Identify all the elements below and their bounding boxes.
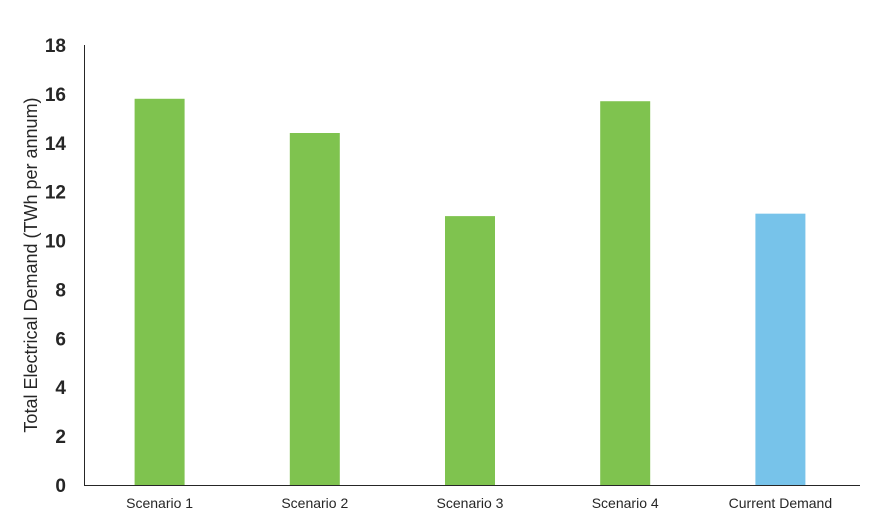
- y-tick-label: 8: [55, 280, 66, 301]
- y-tick-label: 10: [45, 232, 66, 253]
- y-tick-label: 0: [55, 476, 66, 497]
- y-tick-label: 6: [55, 329, 66, 350]
- x-tick-label: Scenario 3: [437, 495, 504, 511]
- x-tick-label: Scenario 1: [126, 495, 193, 511]
- y-tick-label: 18: [45, 36, 66, 57]
- y-tick-label: 2: [55, 427, 66, 448]
- bar-scenario-3: [445, 216, 495, 485]
- bar-scenario-2: [289, 133, 340, 485]
- y-tick-label: 16: [45, 85, 66, 106]
- y-axis-ticks: 0 2 4 6 8 10 12 14 16 18: [45, 36, 67, 497]
- bar-scenario-1: [134, 98, 185, 486]
- y-axis-label: Total Electrical Demand (TWh per annum): [21, 97, 41, 432]
- x-tick-label: Scenario 4: [592, 495, 659, 511]
- y-tick-label: 4: [55, 378, 66, 399]
- bar-scenario-4: [600, 101, 651, 485]
- y-tick-label: 14: [45, 134, 67, 155]
- bars: [134, 98, 806, 486]
- x-axis-ticks: Scenario 1 Scenario 2 Scenario 3 Scenario 4…: [126, 495, 832, 511]
- y-tick-label: 12: [45, 183, 66, 204]
- x-tick-label: Current Demand: [729, 495, 833, 511]
- bar-current-demand: [755, 213, 806, 485]
- x-tick-label: Scenario 2: [281, 495, 348, 511]
